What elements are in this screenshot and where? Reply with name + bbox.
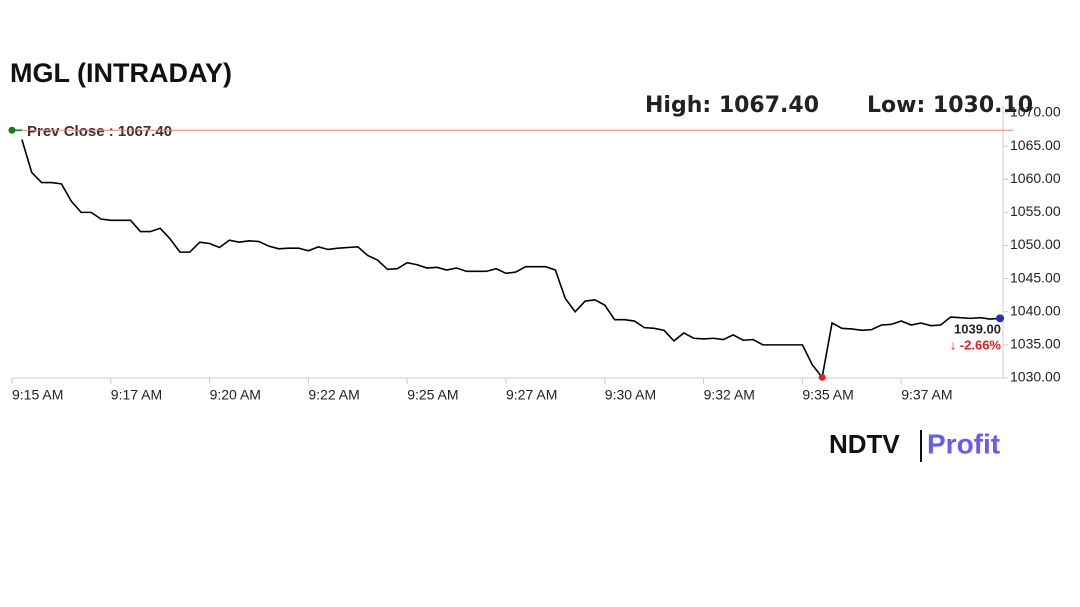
low-dot bbox=[818, 373, 826, 381]
high-label: High: 1067.40 bbox=[645, 93, 819, 118]
prev-close-label: Prev Close : 1067.40 bbox=[27, 123, 172, 140]
y-tick-label: 1055.00 bbox=[1010, 203, 1061, 219]
x-tick-label: 9:15 AM bbox=[12, 387, 63, 403]
x-tick-label: 9:27 AM bbox=[506, 387, 557, 403]
change-label: ↓ -2.66% bbox=[950, 337, 1002, 352]
y-tick-label: 1040.00 bbox=[1010, 302, 1061, 318]
logo-ndtv: NDTV bbox=[829, 429, 900, 459]
last-dot bbox=[996, 314, 1004, 323]
y-tick-label: 1065.00 bbox=[1010, 137, 1061, 153]
y-tick-label: 1050.00 bbox=[1010, 236, 1061, 252]
x-tick-label: 9:20 AM bbox=[210, 387, 261, 403]
y-tick-label: 1030.00 bbox=[1010, 369, 1061, 385]
y-tick-label: 1070.00 bbox=[1010, 104, 1061, 120]
x-tick-label: 9:30 AM bbox=[605, 387, 656, 403]
x-tick-label: 9:25 AM bbox=[407, 387, 458, 403]
y-tick-label: 1045.00 bbox=[1010, 269, 1061, 285]
x-tick-label: 9:32 AM bbox=[704, 387, 755, 403]
y-tick-label: 1060.00 bbox=[1010, 170, 1061, 186]
x-tick-label: 9:37 AM bbox=[901, 387, 952, 403]
x-tick-label: 9:22 AM bbox=[308, 387, 359, 403]
x-tick-label: 9:35 AM bbox=[802, 387, 853, 403]
y-tick-label: 1035.00 bbox=[1010, 336, 1061, 352]
low-label: Low: 1030.10 bbox=[867, 93, 1033, 118]
last-value-label: 1039.00 bbox=[954, 321, 1001, 336]
chart-title: MGL (INTRADAY) bbox=[10, 58, 232, 88]
price-line bbox=[21, 139, 1001, 380]
x-tick-label: 9:17 AM bbox=[111, 387, 162, 403]
logo-profit: Profit bbox=[927, 428, 1000, 459]
